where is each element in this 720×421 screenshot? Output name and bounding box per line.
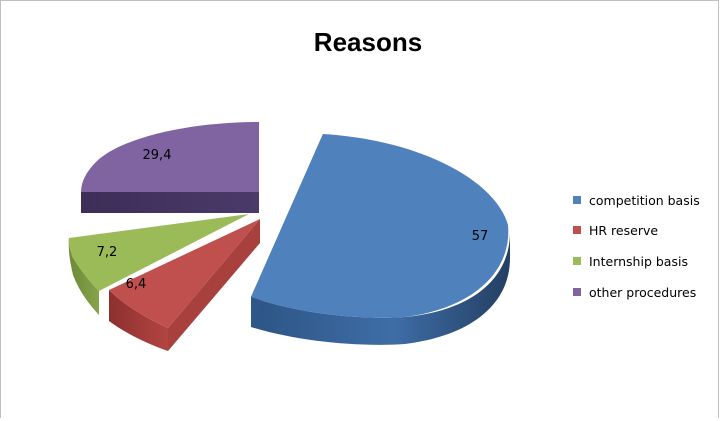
slice-other-procedures-side bbox=[81, 192, 259, 213]
legend-label-competition-basis: competition basis bbox=[589, 193, 700, 208]
legend-swatch-other-procedures bbox=[573, 288, 581, 296]
slice-competition-basis-top bbox=[251, 134, 509, 318]
frame-cut bbox=[0, 418, 720, 421]
slice-other-procedures-top bbox=[81, 122, 259, 192]
legend-swatch-internship-basis bbox=[573, 257, 581, 265]
slice-internship-basis-side bbox=[68, 238, 99, 315]
legend-label-internship-basis: Internship basis bbox=[589, 254, 688, 269]
legend-label-other-procedures: other procedures bbox=[589, 285, 696, 300]
slice-hr-reserve-top bbox=[109, 219, 260, 328]
slice-hr-reserve-side bbox=[109, 290, 168, 351]
data-label-internship-basis: 7,2 bbox=[97, 245, 118, 260]
legend: competition basis HR reserve Internship … bbox=[573, 193, 700, 300]
pie-group bbox=[68, 122, 510, 351]
slice-hr-reserve-inner bbox=[168, 219, 260, 351]
data-label-hr-reserve: 6,4 bbox=[126, 277, 147, 292]
data-label-other-procedures: 29,4 bbox=[143, 148, 172, 163]
legend-label-hr-reserve: HR reserve bbox=[589, 223, 658, 238]
chart-title: Reasons bbox=[314, 27, 422, 57]
legend-swatch-hr-reserve bbox=[573, 226, 581, 234]
legend-swatch-competition-basis bbox=[573, 196, 581, 204]
data-label-competition-basis: 57 bbox=[472, 229, 489, 244]
data-labels: 57 6,4 7,2 29,4 bbox=[97, 148, 489, 292]
slice-internship-basis-top bbox=[68, 214, 250, 291]
slice-competition-basis-side bbox=[251, 232, 510, 345]
